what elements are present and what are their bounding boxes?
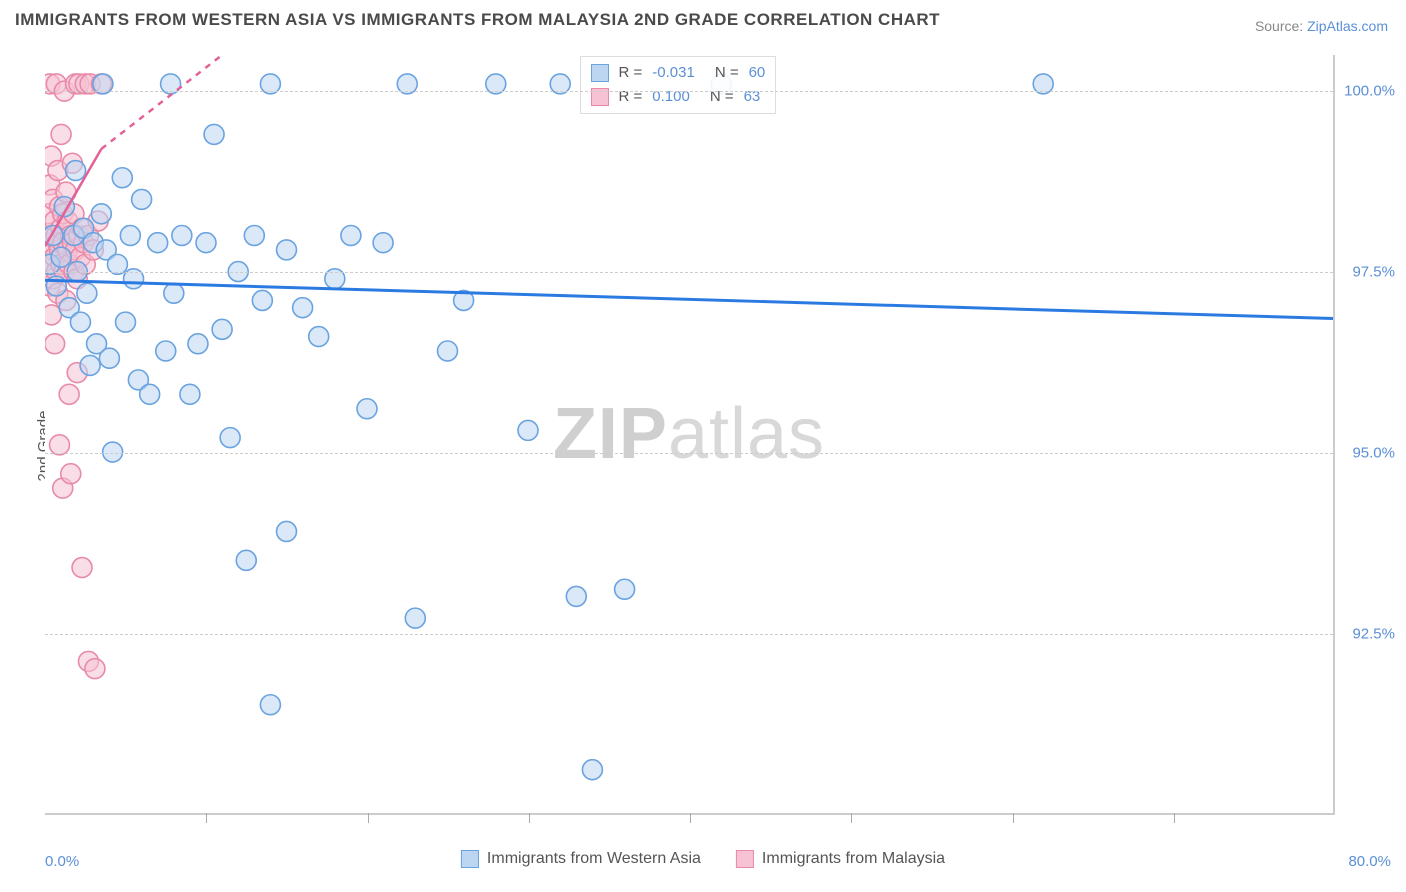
- legend-swatch: [591, 64, 609, 82]
- x-tick: [690, 813, 691, 823]
- data-point: [309, 327, 329, 347]
- data-point: [103, 442, 123, 462]
- data-point: [220, 428, 240, 448]
- chart-title: IMMIGRANTS FROM WESTERN ASIA VS IMMIGRAN…: [15, 10, 940, 30]
- data-point: [438, 341, 458, 361]
- data-point: [59, 384, 79, 404]
- data-point: [615, 579, 635, 599]
- data-point: [72, 558, 92, 578]
- data-point: [164, 283, 184, 303]
- data-point: [50, 435, 70, 455]
- gridline-h: [45, 91, 1333, 92]
- data-point: [196, 233, 216, 253]
- x-max-label: 80.0%: [1348, 853, 1391, 870]
- data-point: [51, 124, 71, 144]
- data-point: [277, 521, 297, 541]
- x-tick: [206, 813, 207, 823]
- data-point: [116, 312, 136, 332]
- legend-n-label: N =: [715, 61, 739, 85]
- data-point: [140, 384, 160, 404]
- data-point: [80, 355, 100, 375]
- trend-line: [45, 280, 1333, 318]
- legend-swatch: [736, 850, 754, 868]
- data-point: [405, 608, 425, 628]
- bottom-legend-item: Immigrants from Western Asia: [461, 850, 701, 868]
- source-credit: Source: ZipAtlas.com: [1255, 18, 1388, 34]
- data-point: [99, 348, 119, 368]
- x-min-label: 0.0%: [45, 853, 79, 870]
- source-name: ZipAtlas.com: [1307, 18, 1388, 34]
- legend-label: Immigrants from Western Asia: [487, 850, 701, 868]
- x-tick: [1013, 813, 1014, 823]
- y-tick-label: 97.5%: [1340, 264, 1395, 281]
- data-point: [293, 298, 313, 318]
- data-point: [172, 226, 192, 246]
- data-point: [45, 334, 65, 354]
- data-point: [51, 247, 71, 267]
- data-point: [85, 659, 105, 679]
- data-point: [566, 586, 586, 606]
- gridline-h: [45, 453, 1333, 454]
- data-point: [77, 283, 97, 303]
- x-tick: [1174, 813, 1175, 823]
- data-point: [212, 319, 232, 339]
- bottom-legend: Immigrants from Western Asia Immigrants f…: [461, 850, 945, 868]
- bottom-legend-item: Immigrants from Malaysia: [736, 850, 945, 868]
- data-point: [70, 312, 90, 332]
- data-point: [112, 168, 132, 188]
- top-legend-row: R = -0.031 N = 60: [591, 61, 766, 85]
- data-point: [260, 695, 280, 715]
- data-point: [252, 290, 272, 310]
- data-point: [180, 384, 200, 404]
- data-point: [66, 161, 86, 181]
- x-tick: [368, 813, 369, 823]
- plot-svg: [45, 55, 1333, 813]
- data-point: [236, 550, 256, 570]
- gridline-h: [45, 634, 1333, 635]
- x-tick: [529, 813, 530, 823]
- data-point: [156, 341, 176, 361]
- legend-n-label: N =: [710, 85, 734, 109]
- data-point: [148, 233, 168, 253]
- y-tick-label: 100.0%: [1340, 83, 1395, 100]
- y-tick-label: 95.0%: [1340, 445, 1395, 462]
- data-point: [582, 760, 602, 780]
- legend-swatch: [461, 850, 479, 868]
- data-point: [91, 204, 111, 224]
- data-point: [188, 334, 208, 354]
- data-point: [357, 399, 377, 419]
- y-tick-label: 92.5%: [1340, 626, 1395, 643]
- data-point: [120, 226, 140, 246]
- data-point: [204, 124, 224, 144]
- data-point: [277, 240, 297, 260]
- legend-label: Immigrants from Malaysia: [762, 850, 945, 868]
- data-point: [244, 226, 264, 246]
- legend-r-label: R =: [619, 85, 643, 109]
- legend-r-value: -0.031: [652, 61, 695, 85]
- legend-n-value: 60: [749, 61, 766, 85]
- data-point: [373, 233, 393, 253]
- top-legend-row: R = 0.100 N = 63: [591, 85, 766, 109]
- legend-n-value: 63: [744, 85, 761, 109]
- plot-area: ZIPatlas R =-0.031N =60R =0.100N =63 92.…: [45, 55, 1335, 815]
- x-tick: [851, 813, 852, 823]
- data-point: [518, 420, 538, 440]
- legend-r-value: 0.100: [652, 85, 690, 109]
- data-point: [132, 189, 152, 209]
- source-label: Source:: [1255, 18, 1303, 34]
- top-legend: R =-0.031N =60R =0.100N =63: [580, 56, 777, 114]
- data-point: [341, 226, 361, 246]
- legend-r-label: R =: [619, 61, 643, 85]
- gridline-h: [45, 272, 1333, 273]
- data-point: [61, 464, 81, 484]
